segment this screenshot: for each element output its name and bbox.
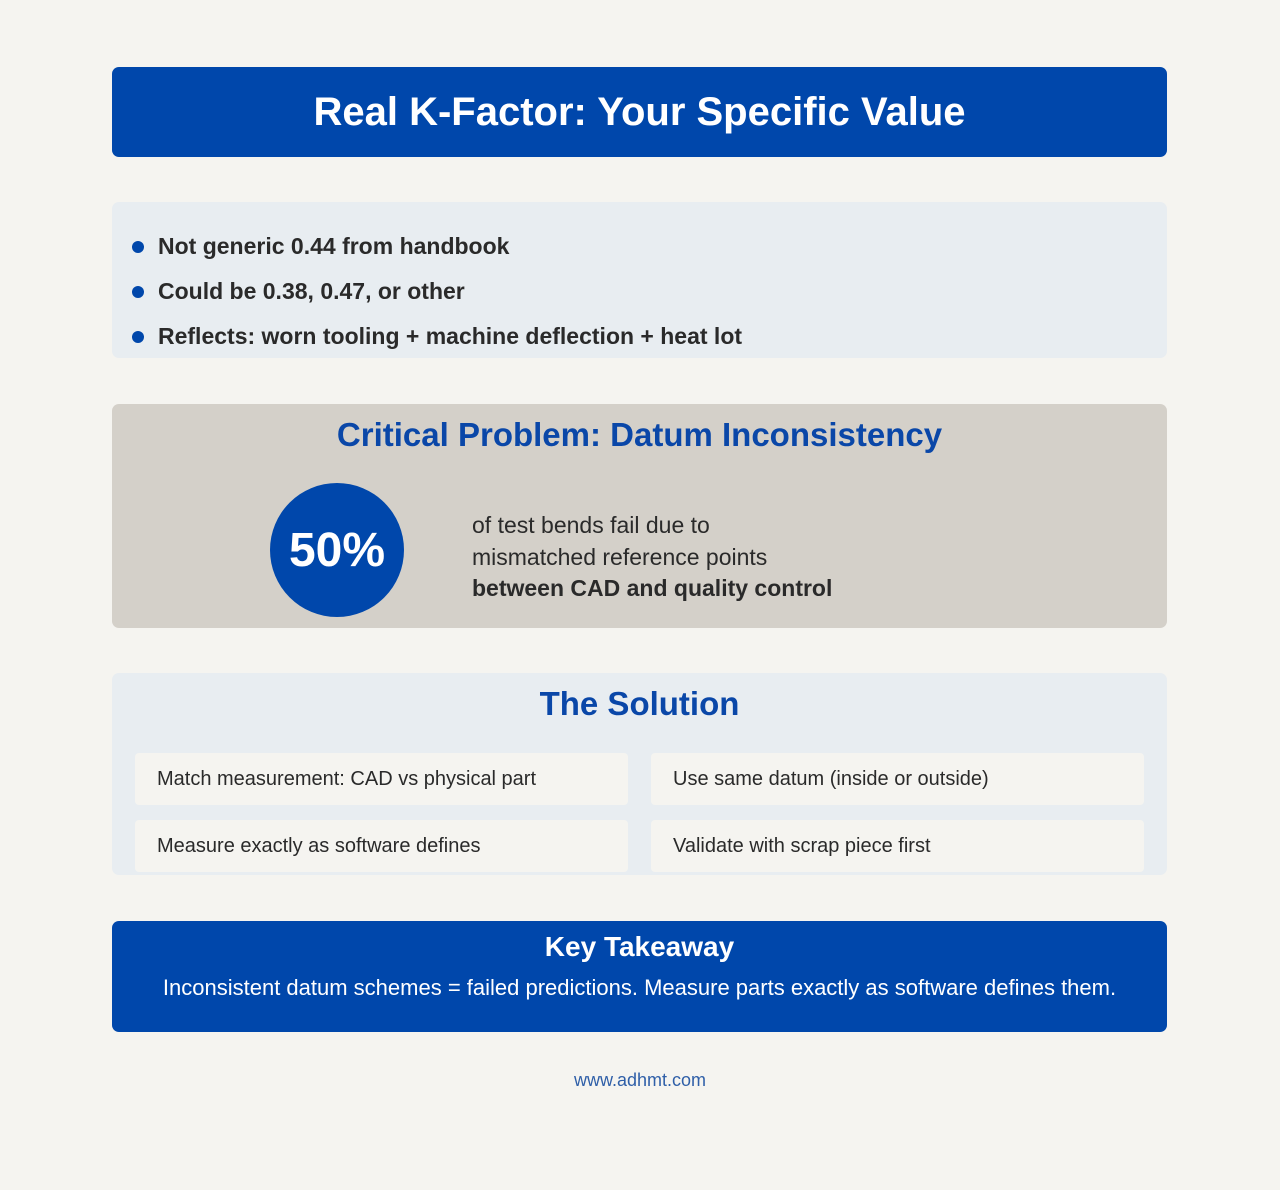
problem-title: Critical Problem: Datum Inconsistency <box>336 416 943 453</box>
solution-item: Measure exactly as software defines <box>135 820 628 872</box>
problem-text: of test bends fail due to mismatched refe… <box>472 510 832 605</box>
takeaway-text: Inconsistent datum schemes = failed pred… <box>162 975 1117 1000</box>
problem-emphasis: between CAD and quality control <box>472 575 833 601</box>
bullet-dot <box>132 330 144 343</box>
problem-line: of test bends fail due to <box>472 512 710 538</box>
bullet-dot <box>132 285 144 298</box>
footer-url: www.adhmt.com <box>573 1070 707 1090</box>
bullet-dot <box>132 240 144 253</box>
takeaway-title: Key Takeaway <box>544 931 735 962</box>
bullet-text: Not generic 0.44 from handbook <box>158 233 510 259</box>
header: Real K-Factor: Your Specific Value <box>112 67 1167 157</box>
solution-item: Validate with scrap piece first <box>651 820 1144 872</box>
solution-box: The Solution Match measurement: CAD vs p… <box>112 673 1167 875</box>
solution-item: Use same datum (inside or outside) <box>651 753 1144 805</box>
bullet-text: Could be 0.38, 0.47, or other <box>158 278 465 304</box>
bullet-text: Reflects: worn tooling + machine deflect… <box>158 323 743 349</box>
solution-title: The Solution <box>539 685 740 722</box>
bullet-point: Reflects: worn tooling + machine deflect… <box>132 314 1167 359</box>
solution-item: Match measurement: CAD vs physical part <box>135 753 628 805</box>
bullet-point: Could be 0.38, 0.47, or other <box>132 269 1167 314</box>
bullet-point: Not generic 0.44 from handbook <box>132 224 1167 269</box>
stat-circle: 50% <box>270 483 404 617</box>
problem-box: Critical Problem: Datum Inconsistency 50… <box>112 404 1167 628</box>
points-box: Not generic 0.44 from handbook Could be 0… <box>112 202 1167 358</box>
header-title: Real K-Factor: Your Specific Value <box>313 89 966 134</box>
stat: 50% <box>288 523 386 577</box>
takeaway-box: Key Takeaway Inconsistent datum schemes … <box>112 921 1167 1032</box>
problem-line: mismatched reference points <box>472 543 768 570</box>
